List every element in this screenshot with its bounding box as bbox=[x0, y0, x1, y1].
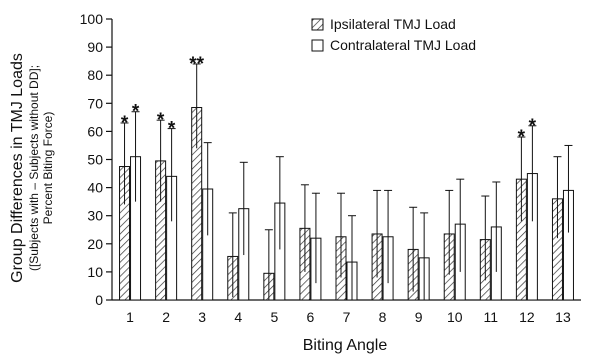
y-tick-label: 70 bbox=[87, 95, 103, 111]
x-tick-label: 5 bbox=[270, 309, 278, 325]
x-tick-label: 13 bbox=[555, 309, 571, 325]
y-tick-label: 30 bbox=[87, 208, 103, 224]
significance-marker: ** bbox=[189, 54, 204, 75]
significance-marker: * bbox=[529, 116, 537, 137]
y-tick-label: 20 bbox=[87, 236, 103, 252]
significance-marker: * bbox=[132, 102, 140, 123]
x-axis: 1 2 3 4 5 6 7 8 9 10 11 12 13 bbox=[112, 299, 581, 325]
x-tick-label: 1 bbox=[126, 309, 134, 325]
significance-marker: * bbox=[518, 127, 526, 148]
y-tick-label: 40 bbox=[87, 180, 103, 196]
legend: Ipsilateral TMJ Load Contralateral TMJ L… bbox=[311, 16, 476, 53]
y-axis-label: Group Differences in TMJ Loads bbox=[9, 53, 26, 283]
y-axis-label-sub1: ([Subjects with – Subjects without DD]; bbox=[27, 65, 41, 271]
y-tick-label: 50 bbox=[87, 152, 103, 168]
bars bbox=[119, 107, 574, 301]
y-tick-label: 90 bbox=[87, 39, 103, 55]
y-tick-label: 80 bbox=[87, 67, 103, 83]
y-tick-label: 100 bbox=[80, 11, 104, 27]
x-tick-label: 11 bbox=[484, 309, 499, 325]
y-tick-label: 10 bbox=[87, 264, 103, 280]
significance-marker: * bbox=[168, 119, 176, 140]
x-tick-label: 9 bbox=[415, 309, 423, 325]
legend-swatch-ipsilateral bbox=[311, 18, 324, 31]
x-tick-label: 7 bbox=[343, 309, 351, 325]
y-axis-label-sub2: Percent Biting Force) bbox=[41, 112, 55, 225]
legend-label-contralateral: Contralateral TMJ Load bbox=[330, 37, 476, 53]
x-tick-label: 6 bbox=[307, 309, 315, 325]
legend-swatch-contralateral bbox=[311, 39, 324, 52]
y-tick-label: 60 bbox=[87, 123, 103, 139]
significance-marker: * bbox=[121, 113, 129, 134]
x-tick-label: 4 bbox=[234, 309, 242, 325]
y-tick-label: 0 bbox=[95, 292, 103, 308]
x-tick-label: 10 bbox=[447, 309, 463, 325]
significance-marker: * bbox=[157, 110, 165, 131]
x-tick-label: 12 bbox=[519, 309, 535, 325]
x-tick-label: 8 bbox=[379, 309, 387, 325]
error-bars bbox=[120, 63, 573, 300]
y-axis: 0 10 20 30 40 50 60 70 80 90 100 bbox=[80, 11, 113, 308]
legend-label-ipsilateral: Ipsilateral TMJ Load bbox=[330, 16, 456, 32]
x-axis-label: Biting Angle bbox=[303, 337, 388, 354]
x-tick-label: 2 bbox=[162, 309, 170, 325]
x-tick-label: 3 bbox=[198, 309, 206, 325]
significance-markers: * ****** * bbox=[121, 54, 537, 148]
